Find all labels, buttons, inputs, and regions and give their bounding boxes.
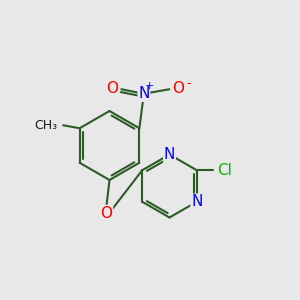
Text: CH₃: CH₃ (34, 119, 57, 132)
Text: N: N (191, 194, 202, 209)
Text: O: O (172, 81, 184, 96)
Text: N: N (164, 147, 175, 162)
Text: -: - (187, 77, 191, 90)
Text: Cl: Cl (217, 163, 232, 178)
Text: +: + (145, 81, 154, 91)
Text: O: O (106, 81, 119, 96)
Text: N: N (138, 86, 150, 101)
Text: O: O (100, 206, 112, 220)
